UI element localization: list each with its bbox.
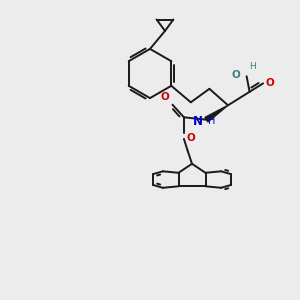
Text: O: O bbox=[231, 70, 240, 80]
Text: H: H bbox=[249, 62, 256, 71]
Text: N: N bbox=[193, 115, 203, 128]
Text: O: O bbox=[161, 92, 170, 102]
Text: H: H bbox=[208, 116, 215, 126]
Text: O: O bbox=[265, 78, 274, 88]
Text: O: O bbox=[186, 134, 195, 143]
Polygon shape bbox=[205, 105, 228, 122]
